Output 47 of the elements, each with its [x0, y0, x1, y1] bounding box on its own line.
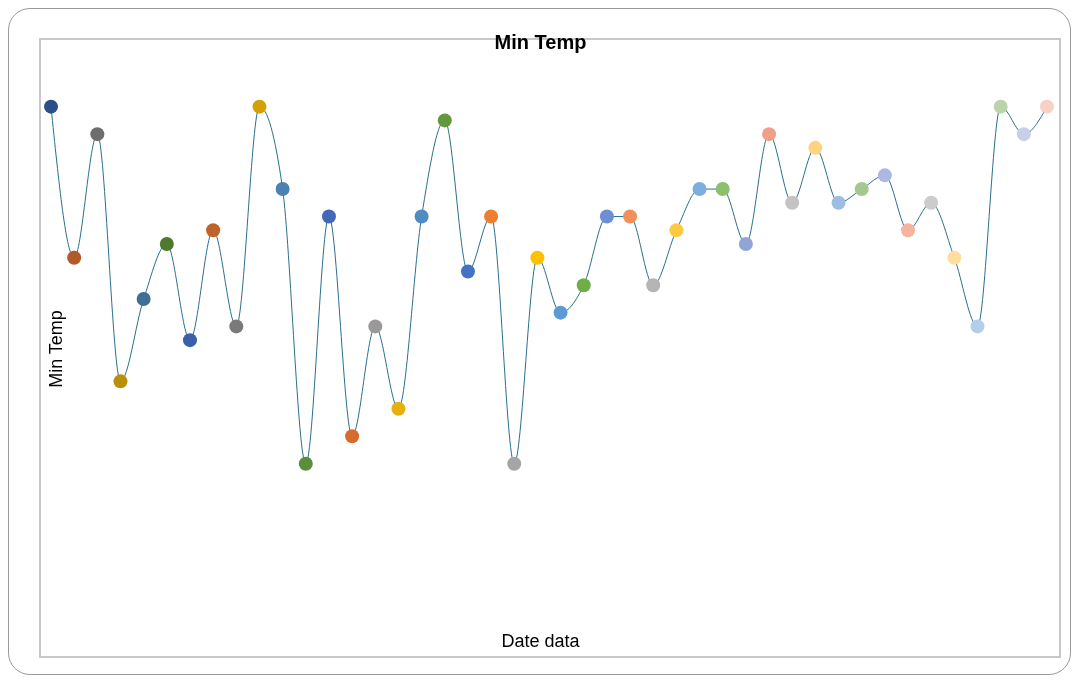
point: [1016, 127, 1031, 142]
point: [877, 168, 892, 183]
point: [484, 209, 499, 224]
point: [924, 195, 939, 210]
point: [576, 278, 591, 293]
point: [136, 291, 151, 306]
point: [599, 209, 614, 224]
point: [530, 250, 545, 265]
point: [67, 250, 82, 265]
point: [553, 305, 568, 320]
point: [507, 456, 522, 471]
point: [368, 319, 383, 334]
point: [321, 209, 336, 224]
point: [970, 319, 985, 334]
point: [669, 223, 684, 238]
point: [692, 182, 707, 197]
point: [993, 99, 1008, 114]
point: [345, 429, 360, 444]
point: [831, 195, 846, 210]
x-axis-title: Date data: [500, 631, 581, 652]
point: [947, 250, 962, 265]
y-axis-title: Min Temp: [45, 310, 67, 388]
point: [113, 374, 128, 389]
point: [623, 209, 638, 224]
point: [854, 182, 869, 197]
point: [391, 401, 406, 416]
point: [298, 456, 313, 471]
point: [808, 140, 823, 155]
point: [1040, 99, 1054, 114]
point: [206, 223, 221, 238]
point: [414, 209, 429, 224]
point: [252, 99, 267, 114]
point: [901, 223, 916, 238]
point: [229, 319, 244, 334]
point: [275, 182, 290, 197]
point: [159, 237, 174, 251]
chart-title: Min Temp: [493, 31, 588, 54]
point: [182, 333, 197, 348]
point: [437, 113, 452, 128]
point: [738, 237, 753, 251]
point: [90, 127, 105, 142]
point: [762, 127, 777, 142]
point: [460, 264, 475, 279]
point: [44, 99, 58, 114]
point: [785, 195, 800, 210]
point: [646, 278, 661, 293]
point: [715, 182, 730, 197]
